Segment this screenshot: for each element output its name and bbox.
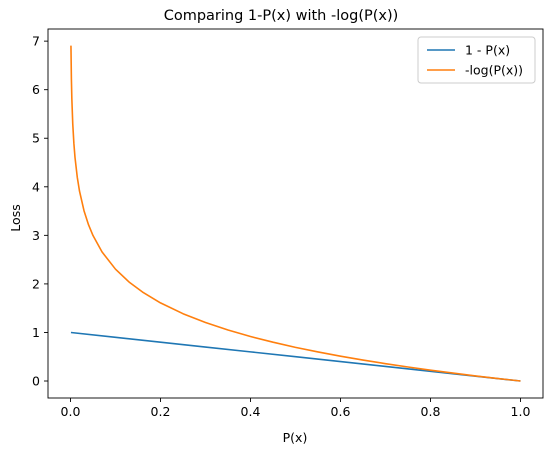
y-axis: 0 1 2 3 4 5 6 7 xyxy=(32,34,48,389)
series-line-2 xyxy=(70,45,521,382)
y-tick-label: 5 xyxy=(32,131,40,146)
x-axis-label: P(x) xyxy=(283,430,308,445)
y-tick-label: 3 xyxy=(32,228,40,243)
legend-box xyxy=(417,36,536,84)
x-tick-label: 1.0 xyxy=(511,404,531,419)
y-tick-label: 6 xyxy=(32,82,40,97)
y-tick-label: 7 xyxy=(32,34,40,49)
y-axis-label: Loss xyxy=(8,204,23,231)
x-tick-label: 0.6 xyxy=(331,404,351,419)
y-tick-label: 1 xyxy=(32,325,40,340)
x-axis: 0.0 0.2 0.4 0.6 0.8 1.0 xyxy=(61,398,531,419)
plot-frame xyxy=(47,28,544,399)
x-tick-label: 0.4 xyxy=(241,404,261,419)
x-tick-label: 0.0 xyxy=(61,404,81,419)
y-tick-label: 0 xyxy=(32,374,40,389)
legend-label-1: 1 - P(x) xyxy=(465,43,510,58)
x-tick-label: 0.8 xyxy=(421,404,441,419)
y-tick-label: 4 xyxy=(32,179,40,194)
plot-area xyxy=(47,28,544,399)
legend-label-2: -log(P(x)) xyxy=(465,63,523,78)
chart-title: Comparing 1-P(x) with -log(P(x)) xyxy=(164,8,399,24)
legend: 1 - P(x) -log(P(x)) xyxy=(417,36,536,84)
y-tick-label: 2 xyxy=(32,276,40,291)
x-tick-label: 0.2 xyxy=(151,404,171,419)
